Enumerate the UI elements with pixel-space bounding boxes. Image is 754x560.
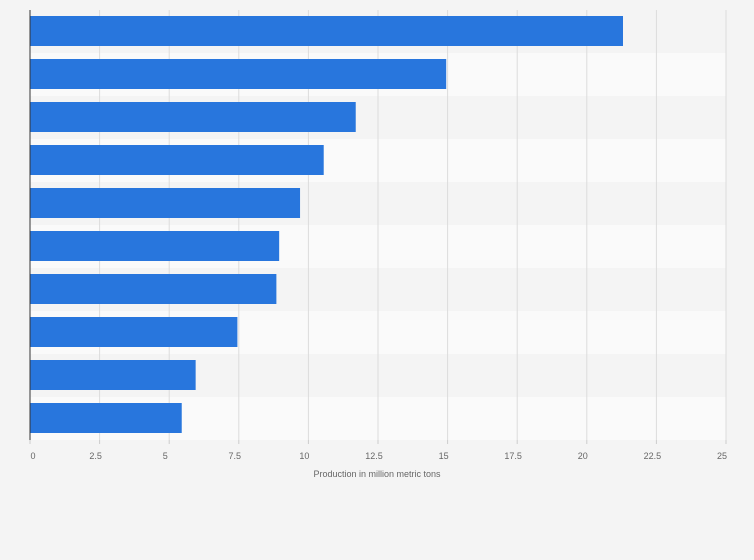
bar[interactable] [30, 16, 623, 46]
x-tick-label: 17.5 [504, 451, 522, 461]
bar[interactable] [30, 188, 301, 218]
x-tick-label: 20 [578, 451, 588, 461]
bars [30, 16, 623, 433]
bar[interactable] [30, 317, 238, 347]
x-tick-label: 15 [439, 451, 449, 461]
x-axis-label: Production in million metric tons [313, 469, 441, 479]
bar[interactable] [30, 102, 356, 132]
x-tick-label: 12.5 [365, 451, 383, 461]
bar[interactable] [30, 403, 182, 433]
x-tick-label: 7.5 [229, 451, 242, 461]
x-tick-label: 2.5 [89, 451, 102, 461]
x-tick-label: 5 [163, 451, 168, 461]
bar[interactable] [30, 231, 280, 261]
x-tick-label: 25 [717, 451, 727, 461]
bar[interactable] [30, 274, 277, 304]
bar[interactable] [30, 360, 196, 390]
x-axis-ticks: 0 2.5 5 7.5 10 12.5 15 17.5 20 22.5 25 [29, 440, 727, 461]
x-tick-label: 10 [299, 451, 309, 461]
x-tick-label: 0 [30, 451, 35, 461]
bar[interactable] [30, 59, 447, 89]
x-tick-label: 22.5 [644, 451, 662, 461]
bar[interactable] [30, 145, 324, 175]
